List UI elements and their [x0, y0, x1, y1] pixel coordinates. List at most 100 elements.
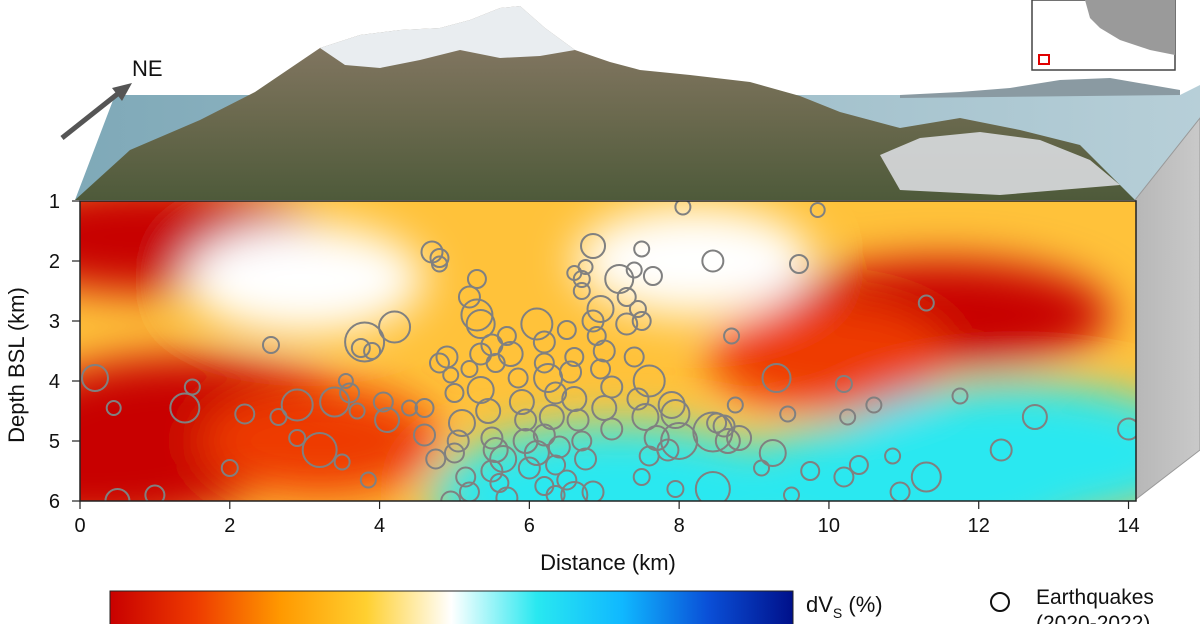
earthquake-61: [508, 389, 535, 415]
earthquake-115: [642, 266, 663, 286]
earthquake-81: [564, 347, 585, 367]
inset-location-marker: [1038, 54, 1050, 65]
earthquake-141: [839, 408, 857, 426]
earthquake-11: [288, 429, 307, 447]
colorbar-label-sub: S: [833, 605, 842, 621]
snow-cap: [320, 6, 575, 68]
earthquake-136: [809, 202, 826, 218]
earthquake-74: [545, 454, 567, 476]
earthquake-148: [989, 438, 1013, 462]
earthquake-131: [753, 459, 771, 477]
earthquake-57: [495, 486, 519, 501]
earthquake-121: [701, 249, 725, 273]
earthquake-72: [538, 404, 565, 430]
earthquake-44: [465, 309, 496, 339]
earthquake-85: [571, 430, 593, 452]
earthquake-37: [446, 429, 470, 453]
earthquake-119: [666, 480, 685, 498]
anomaly-5: [708, 302, 949, 412]
colorbar: dVS (%): [109, 590, 883, 624]
earthquake-95: [592, 339, 616, 363]
y-axis-label: Depth BSL (km): [4, 287, 29, 443]
earthquake-7: [234, 403, 256, 425]
colorbar-label-unit: (%): [842, 592, 882, 617]
earthquake-91: [566, 265, 583, 281]
earthquake-80: [556, 320, 577, 340]
earthquake-47: [460, 360, 479, 378]
earthquake-118: [660, 422, 699, 460]
earthquake-16: [339, 382, 361, 404]
earthquake-108: [632, 364, 666, 398]
earthquake-1: [104, 488, 131, 501]
earthquake-101: [616, 287, 637, 307]
earthquake-76: [545, 485, 566, 501]
x-tick-label-5: 10: [818, 515, 840, 537]
earthquake-41: [440, 490, 462, 501]
earthquake-14: [333, 453, 351, 471]
earthquake-138: [834, 375, 853, 393]
earthquake-markers: [80, 201, 1136, 501]
plot-frame: [79, 200, 1137, 502]
legend-earthquake-years: (2020-2022): [1036, 612, 1150, 624]
earthquake-120: [674, 201, 692, 216]
y-tick-label-0: 1: [49, 191, 60, 213]
earthquake-5: [183, 378, 201, 396]
earthquake-107: [623, 346, 645, 368]
earthquake-113: [632, 468, 651, 486]
earthquake-39: [455, 466, 477, 488]
earthquake-79: [581, 480, 605, 501]
earthquake-40: [458, 481, 480, 501]
earthquake-3: [144, 484, 166, 501]
earthquake-15: [337, 373, 354, 389]
legend-earthquake-symbol: [990, 592, 1010, 612]
earthquake-29: [414, 398, 435, 418]
legend-earthquake-label: Earthquakes: [1036, 586, 1154, 609]
earthquake-127: [726, 425, 753, 451]
y-tick-label-5: 6: [49, 491, 60, 513]
x-tick-label-2: 4: [374, 515, 385, 537]
earthquake-8: [261, 336, 280, 354]
earthquake-96: [590, 358, 612, 380]
earthquake-135: [788, 254, 809, 274]
earthquake-145: [910, 461, 942, 493]
anomaly-10: [429, 425, 810, 501]
earthquake-86: [574, 447, 598, 471]
earthquake-22: [378, 310, 412, 344]
colorbar-strip: [109, 590, 794, 624]
y-tick-label-2: 3: [49, 311, 60, 333]
earthquake-27: [429, 248, 450, 268]
x-tick-label-0: 0: [74, 515, 85, 537]
earthquake-12: [301, 432, 338, 468]
inset-map: [1031, 0, 1176, 71]
y-tick-label-1: 2: [49, 251, 60, 273]
earthquake-105: [615, 312, 639, 336]
earthquake-103: [628, 300, 647, 318]
earthquake-143: [884, 447, 902, 465]
earthquake-137: [800, 461, 821, 481]
y-tick-label-4: 5: [49, 431, 60, 453]
earthquake-93: [586, 295, 615, 323]
x-axis: 0 2 4 6 8 10 12 14: [74, 501, 1140, 537]
terrain-block: [75, 6, 1200, 502]
ash-deposit: [880, 132, 1120, 195]
earthquake-36: [447, 409, 476, 437]
earthquake-110: [631, 403, 660, 431]
earthquake-21: [359, 471, 377, 489]
earthquake-150: [1117, 417, 1136, 441]
earthquake-73: [547, 435, 571, 459]
earthquake-149: [1021, 404, 1048, 430]
earthquake-18: [344, 321, 386, 363]
y-axis: 1 2 3 4 5 6: [49, 191, 80, 513]
earthquake-48: [466, 376, 495, 404]
earthquake-142: [865, 396, 883, 414]
earthquake-146: [917, 294, 935, 312]
earthquake-69: [533, 352, 555, 374]
earthquake-17: [348, 402, 366, 420]
earthquake-84: [566, 408, 590, 432]
x-tick-label-7: 14: [1117, 515, 1139, 537]
earthquake-10: [280, 388, 314, 422]
anomaly-7: [574, 206, 815, 316]
compass: NE: [60, 56, 163, 140]
earthquake-28: [430, 255, 448, 273]
